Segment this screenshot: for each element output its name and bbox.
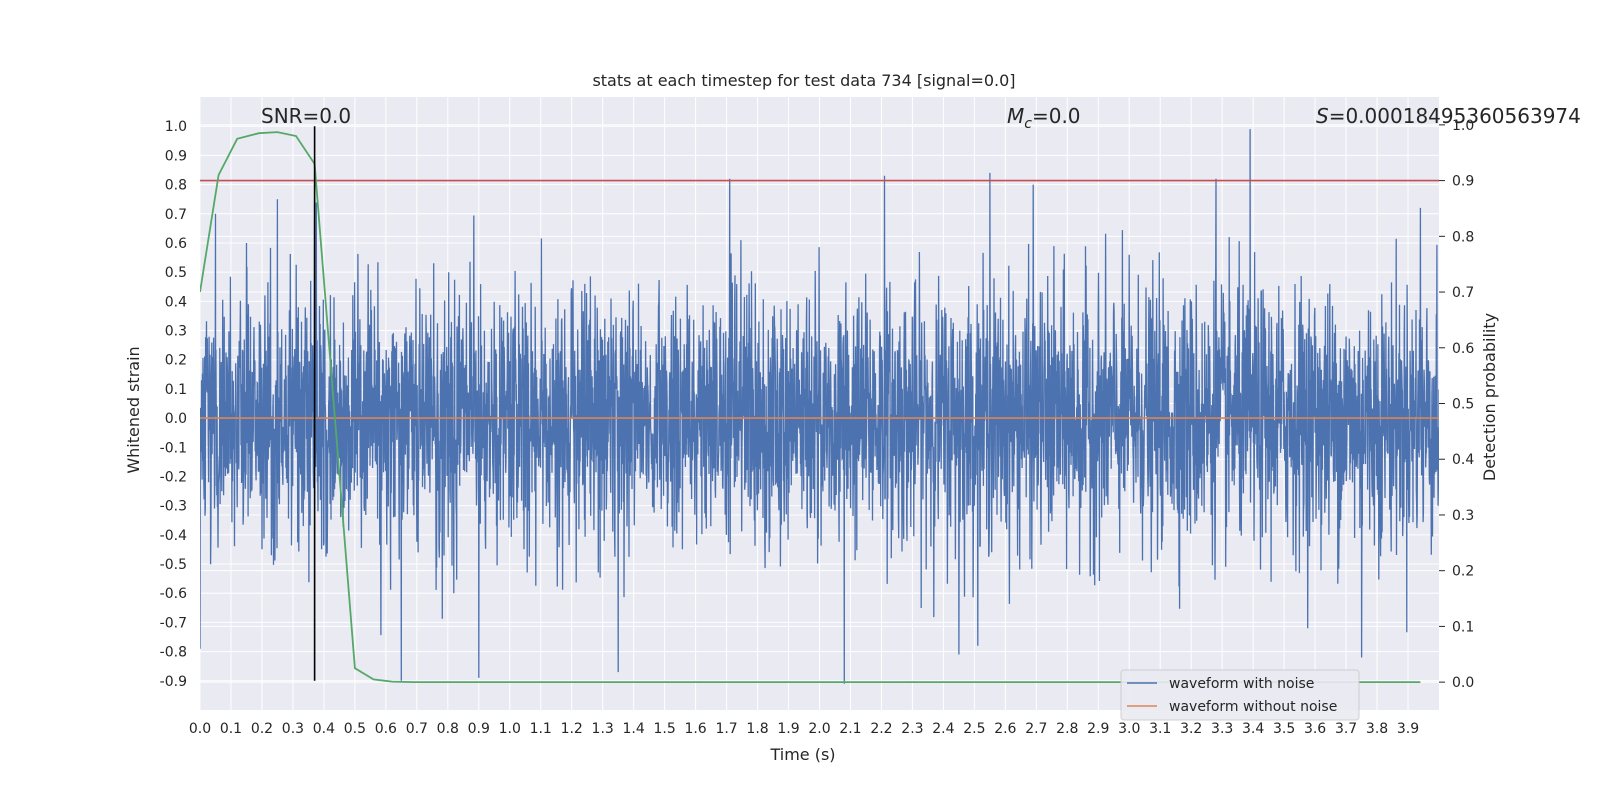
x-tick-label: 0.7 (406, 721, 428, 737)
mc-symbol: M (1007, 104, 1024, 128)
y-tick-label: 0.4 (165, 294, 187, 310)
y-tick-label: -0.3 (160, 499, 187, 515)
x-tick-label: 3.1 (1149, 721, 1171, 737)
y-tick-label: -0.1 (160, 440, 187, 456)
y2-tick-label: 0.7 (1452, 285, 1474, 301)
x-tick-label: 1.3 (592, 721, 614, 737)
x-tick-label: 0.2 (251, 721, 273, 737)
series-layer (200, 126, 1439, 684)
x-tick-label: 0.5 (344, 721, 366, 737)
y-tick-label: -0.2 (160, 469, 187, 485)
noise-waveform-line (200, 129, 1439, 684)
legend-label-noise: waveform with noise (1169, 676, 1314, 692)
x-tick-label: 1.0 (499, 721, 521, 737)
x-tick-label: 3.3 (1211, 721, 1233, 737)
y-tick-label: 0.6 (165, 236, 187, 252)
x-tick-label: 1.2 (561, 721, 583, 737)
x-tick-label: 0.6 (375, 721, 397, 737)
y2-axis-label: Detection probability (1480, 313, 1499, 481)
x-tick-label: 2.2 (870, 721, 892, 737)
y-axis-label: Whitened strain (124, 346, 143, 473)
y-tick-label: 0.5 (165, 265, 187, 281)
y-axis-ticks: 1.0 0.9 0.8 0.7 0.6 0.5 0.4 0.3 0.2 0.1 0.0 -0.1 -0.… (160, 119, 187, 690)
x-tick-label: 2.3 (901, 721, 923, 737)
y2-tick-label: 0.3 (1452, 508, 1474, 524)
legend-box (1120, 669, 1360, 721)
y2-tick-label: 0.9 (1452, 174, 1474, 190)
y-tick-label: -0.5 (160, 557, 187, 573)
y2-tick-label: 1.0 (1452, 118, 1474, 134)
y-tick-label: 0.0 (165, 411, 187, 427)
s-annotation: S=0.00018495360563974 (1316, 104, 1581, 128)
x-tick-label: 2.5 (963, 721, 985, 737)
x-tick-label: 1.6 (684, 721, 706, 737)
y2-tick-label: 0.6 (1452, 341, 1474, 357)
x-tick-label: 3.4 (1242, 721, 1264, 737)
x-tick-label: 1.9 (777, 721, 799, 737)
x-tick-label: 3.5 (1273, 721, 1295, 737)
x-tick-label: 3.8 (1366, 721, 1388, 737)
x-tick-label: 0.1 (220, 721, 242, 737)
legend: waveform with noise waveform without noi… (1120, 669, 1360, 721)
y2-tick-label: 0.5 (1452, 397, 1474, 413)
x-tick-label: 2.8 (1056, 721, 1078, 737)
x-axis-label: Time (s) (769, 745, 835, 764)
x-tick-label: 1.7 (715, 721, 737, 737)
x-tick-label: 3.6 (1304, 721, 1326, 737)
x-tick-label: 2.6 (994, 721, 1016, 737)
y-tick-label: -0.7 (160, 615, 187, 631)
y-tick-label: 0.8 (165, 178, 187, 194)
y-tick-label: -0.6 (160, 586, 187, 602)
y-tick-label: -0.9 (160, 674, 187, 690)
x-tick-label: 0.0 (189, 721, 211, 737)
x-tick-label: 2.7 (1025, 721, 1047, 737)
chart-title: stats at each timestep for test data 734… (592, 71, 1015, 90)
x-tick-label: 3.2 (1180, 721, 1202, 737)
y2-tick-label: 0.4 (1452, 452, 1474, 468)
y-tick-label: 0.1 (165, 382, 187, 398)
y2-tick-label: 0.8 (1452, 229, 1474, 245)
mc-value: =0.0 (1032, 104, 1081, 128)
y2-tick-label: 0.2 (1452, 564, 1474, 580)
x-tick-label: 1.5 (653, 721, 675, 737)
detection-probability-line (200, 131, 1421, 683)
y2-axis-ticks: 1.0 0.9 0.8 0.7 0.6 0.5 0.4 0.3 0.2 0.1 0.0 (1439, 118, 1474, 691)
x-axis-ticks: 0.0 0.1 0.2 0.3 0.4 0.5 0.6 0.7 0.8 0.9 1.0 1.1 1.2 1… (189, 721, 1419, 737)
y-tick-label: 0.7 (165, 207, 187, 223)
mc-subscript: c (1024, 116, 1032, 132)
y2-tick-label: 0.1 (1452, 619, 1474, 635)
y-tick-label: 0.9 (165, 148, 187, 164)
x-tick-label: 0.8 (437, 721, 459, 737)
y-tick-label: -0.4 (160, 528, 187, 544)
x-tick-label: 2.0 (808, 721, 830, 737)
x-tick-label: 2.1 (839, 721, 861, 737)
y2-tick-label: 0.0 (1452, 675, 1474, 691)
y-tick-label: 1.0 (165, 119, 187, 135)
x-tick-label: 1.1 (530, 721, 552, 737)
x-tick-label: 0.4 (313, 721, 335, 737)
y-tick-label: 0.2 (165, 353, 187, 369)
snr-annotation: SNR=0.0 (261, 104, 351, 128)
mc-annotation: Mc=0.0 (1007, 104, 1081, 132)
s-symbol: S (1316, 104, 1329, 128)
x-tick-label: 1.8 (746, 721, 768, 737)
x-tick-label: 3.9 (1397, 721, 1419, 737)
x-tick-label: 0.3 (282, 721, 304, 737)
x-tick-label: 2.9 (1087, 721, 1109, 737)
x-tick-label: 3.0 (1118, 721, 1140, 737)
y-tick-label: 0.3 (165, 324, 187, 340)
y-tick-label: -0.8 (160, 645, 187, 661)
legend-label-clean: waveform without noise (1169, 699, 1337, 715)
s-value: =0.00018495360563974 (1329, 104, 1581, 128)
x-tick-label: 1.4 (623, 721, 645, 737)
x-tick-label: 3.7 (1335, 721, 1357, 737)
x-tick-label: 0.9 (468, 721, 490, 737)
x-tick-label: 2.4 (932, 721, 954, 737)
